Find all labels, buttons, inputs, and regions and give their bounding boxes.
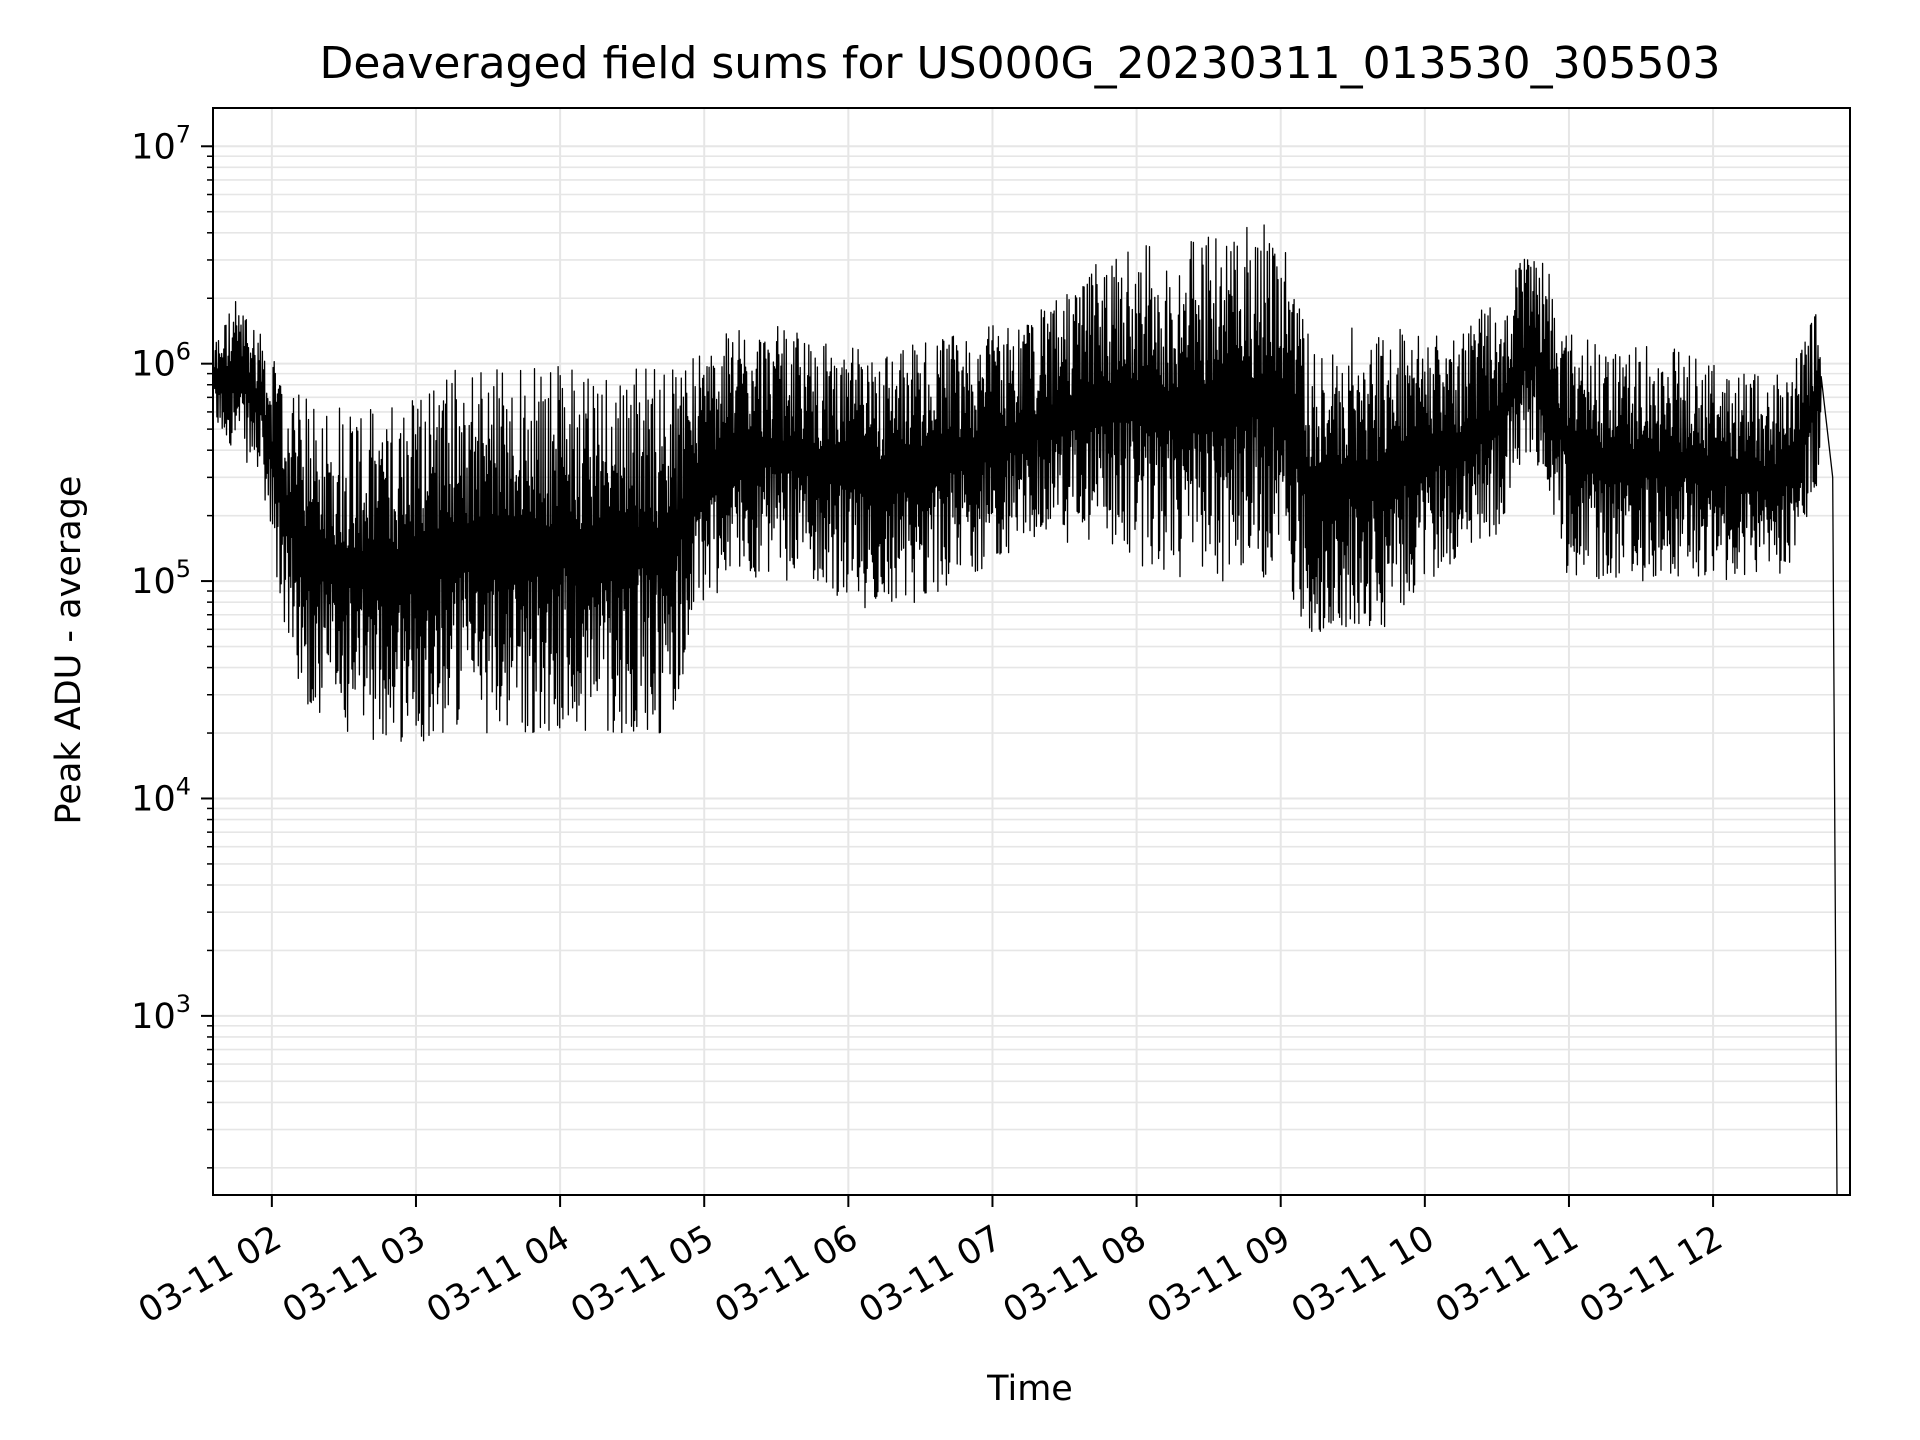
chart-title: Deaveraged field sums for US000G_2023031…: [319, 38, 1720, 89]
y-axis: 103 104 105 106 107: [131, 120, 213, 1169]
series-line: [213, 224, 1838, 1196]
y-tick-label: 106: [131, 338, 191, 385]
x-axis-label: Time: [986, 1369, 1073, 1409]
y-axis-label: Peak ADU - average: [49, 476, 89, 825]
series-path: [213, 224, 1838, 1196]
y-tick-label: 105: [131, 555, 191, 602]
y-tick-label: 103: [131, 990, 191, 1037]
y-tick-label: 104: [131, 772, 191, 819]
y-tick-label: 107: [131, 120, 191, 167]
grid: [213, 108, 1850, 1195]
plot-frame: [212, 107, 1851, 1196]
